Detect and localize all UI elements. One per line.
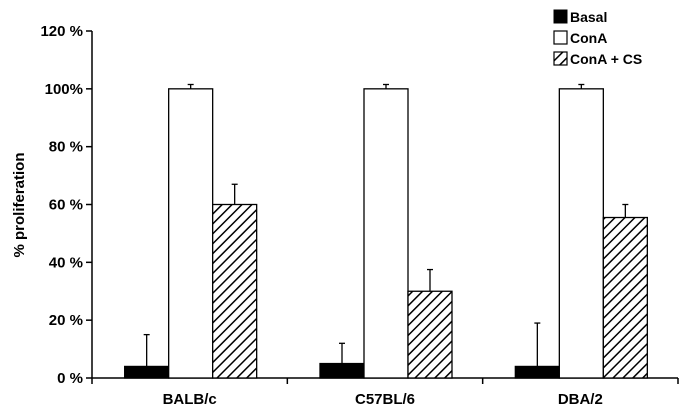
plot-area: 0 % 20 % 40 % 60 % 80 % 100% 120 % BALB/c C57BL/… (40, 23, 679, 408)
legend-label-basal: Basal (570, 9, 607, 25)
bar-cona-cs (407, 290, 453, 379)
bar-basal (124, 365, 170, 379)
bar-basal (514, 365, 560, 379)
bar-cona (168, 88, 214, 379)
bar-basal (319, 362, 365, 379)
y-tick-label: 20 % (49, 312, 83, 329)
legend-swatch-basal (553, 9, 568, 24)
x-category-label: C57BL/6 (355, 391, 415, 408)
legend-label-cona: ConA (570, 30, 607, 46)
x-category-label: BALB/c (163, 391, 217, 408)
legend-label-cona-cs: ConA + CS (570, 51, 642, 67)
bar-cona (363, 88, 409, 379)
legend-swatch-cona (553, 30, 568, 45)
y-tick-label: 80 % (49, 139, 83, 156)
legend-swatch-cona-cs (553, 51, 568, 66)
y-tick-label: 120 % (40, 23, 83, 40)
y-axis-title: % proliferation (11, 152, 28, 257)
y-tick-label: 40 % (49, 254, 83, 271)
y-tick-label: 60 % (49, 197, 83, 214)
legend: Basal ConA ConA + CS (553, 9, 642, 67)
y-tick-label: 100% (45, 81, 83, 98)
bar-cona-cs (212, 203, 258, 379)
y-tick-label: 0 % (57, 370, 83, 387)
bar-cona-cs (602, 216, 648, 379)
bar-cona (558, 88, 604, 379)
x-category-label: DBA/2 (558, 391, 603, 408)
